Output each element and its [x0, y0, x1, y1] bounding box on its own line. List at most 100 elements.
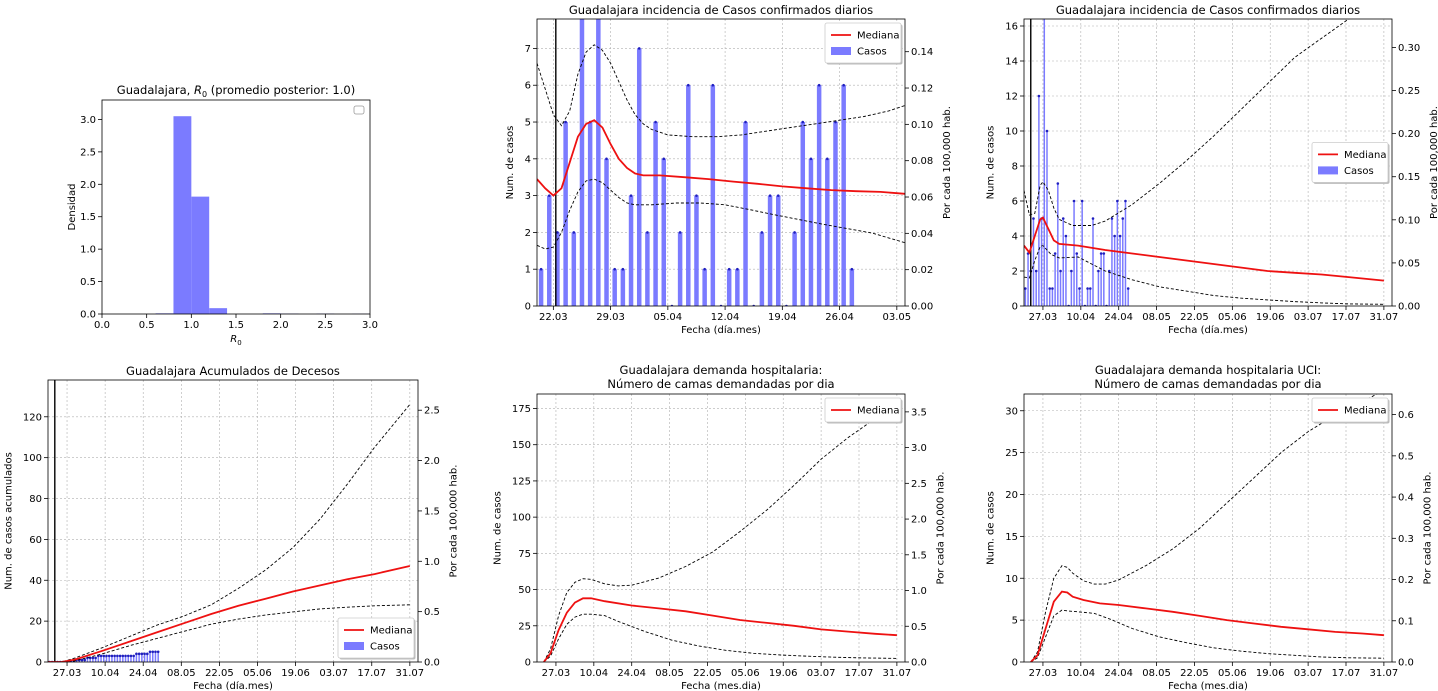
y-right-tick-label: 0.1	[1398, 616, 1414, 627]
case-bar	[146, 653, 149, 662]
case-bar	[686, 85, 691, 306]
case-bar	[612, 269, 617, 306]
case-bar	[1086, 288, 1089, 306]
y-right-tick-label: 0.30	[1398, 43, 1420, 54]
case-dot	[1124, 199, 1127, 203]
case-dot	[99, 654, 103, 658]
case-bar	[571, 232, 577, 306]
y-tick-label: 0.5	[80, 277, 96, 288]
case-dot	[129, 654, 133, 658]
case-bar	[100, 655, 102, 662]
case-dot	[1048, 287, 1052, 290]
case-bar	[1062, 218, 1064, 306]
x-axis-label: Fecha (mes.dia)	[1168, 681, 1248, 691]
case-dot	[727, 267, 731, 271]
case-bar	[653, 122, 658, 306]
case-dot	[1024, 287, 1027, 290]
y-right-tick-label: 1.5	[911, 550, 927, 561]
case-bar	[1024, 288, 1027, 306]
legend: Mediana Casos	[824, 22, 903, 65]
case-dot	[107, 654, 111, 658]
y-tick-label: 2	[525, 228, 531, 239]
lower-ci-line	[1024, 245, 1384, 305]
case-dot	[1078, 287, 1081, 290]
lower-ci-line	[1030, 609, 1384, 662]
x-axis-label: R0	[230, 334, 241, 347]
case-bar	[103, 655, 105, 662]
case-bar	[604, 158, 609, 306]
y-right-tick-label: 0.04	[911, 229, 933, 240]
case-bar	[849, 269, 855, 306]
y-axis-label: Num. de casos	[505, 126, 516, 200]
case-bar	[1092, 218, 1094, 306]
case-dot	[1080, 199, 1084, 203]
case-bar	[151, 651, 154, 662]
y-right-tick-label: 0.2	[1398, 575, 1414, 586]
chart-hosp: 27.03 10.04 24.04 08.05 22.05 05.06 19.06 03.07…	[492, 363, 946, 691]
case-bar	[1113, 236, 1116, 306]
x-tick-label: 12.04	[711, 312, 740, 323]
case-bar	[108, 655, 110, 662]
case-dot	[1059, 269, 1062, 273]
title-suffix: (promedio posterior: 1.0)	[207, 83, 355, 97]
case-dot	[132, 654, 135, 658]
case-dot	[118, 654, 122, 658]
y-tick-label: 16	[1005, 22, 1018, 33]
x-tick-label: 10.04	[580, 668, 609, 679]
case-dot	[1051, 287, 1054, 290]
case-dot	[1118, 234, 1122, 238]
case-bar	[132, 655, 135, 662]
x-tick-label: 03.07	[1294, 312, 1323, 323]
case-bar	[1081, 201, 1083, 306]
case-bar	[97, 655, 100, 662]
case-dot	[1121, 217, 1125, 220]
case-bar	[105, 655, 108, 662]
case-bar	[808, 158, 814, 306]
case-bar	[1043, 19, 1046, 306]
case-bar	[825, 158, 830, 306]
y-tick-label: 5	[525, 118, 531, 129]
legend-label: Mediana	[857, 31, 900, 42]
legend-label: Casos	[1344, 166, 1374, 177]
y-right-tick-label: 0.14	[911, 47, 933, 58]
x-axis-label: Fecha (mes.dia)	[681, 681, 761, 691]
chart-title: Guadalajara, R0 (promedio posterior: 1.0…	[117, 83, 355, 99]
case-bar	[124, 655, 127, 662]
y-tick-label: 20	[1005, 490, 1018, 501]
histogram-bar	[191, 196, 210, 314]
plot-frame	[536, 393, 906, 663]
legend: Mediana	[1311, 397, 1390, 424]
x-axis-label: Fecha (día.mes)	[1168, 324, 1248, 336]
x-tick-label: 24.04	[1104, 312, 1133, 323]
y-right-tick-label: 0.0	[1398, 658, 1414, 669]
case-bar	[1065, 236, 1067, 306]
chart-title: Guadalajara Acumulados de Decesos	[126, 364, 340, 378]
case-bar	[767, 195, 773, 306]
x-tick-label: 08.05	[167, 668, 196, 679]
case-dot	[80, 658, 84, 662]
y-tick-label: 0.0	[80, 310, 96, 321]
case-dot	[1064, 234, 1068, 238]
y-right-tick-label: 0.0	[911, 658, 927, 669]
x-tick-label: 27.03	[1029, 312, 1058, 323]
case-bar	[743, 122, 748, 306]
case-bar	[141, 653, 143, 662]
y-tick-label: 1	[525, 265, 531, 276]
y-right-tick-label: 1.0	[911, 586, 927, 597]
x-tick-label: 03.07	[1294, 668, 1323, 679]
chart-title: Guadalajara incidencia de Casos confirma…	[1056, 3, 1360, 17]
case-bar	[1070, 271, 1073, 306]
case-dot	[94, 656, 97, 660]
y-tick-label: 0	[525, 658, 531, 669]
x-tick-label: 03.07	[319, 668, 348, 679]
case-bar	[547, 195, 552, 306]
case-bar	[89, 657, 91, 662]
case-dot	[605, 157, 608, 161]
x-tick-label: 1.5	[228, 320, 244, 331]
chart-r0-hist: 0.0 0.5 1.0 1.5 2.0 2.5 3.0 0.0 0.5 1.0 1.5 2.0 2.5 3…	[67, 83, 378, 347]
plot-frame	[101, 99, 371, 315]
y-tick-label: 0	[1012, 302, 1018, 313]
y-right-tick-label: 0.00	[1398, 302, 1420, 313]
y-tick-label: 10	[1005, 127, 1018, 138]
case-bar	[143, 653, 146, 662]
